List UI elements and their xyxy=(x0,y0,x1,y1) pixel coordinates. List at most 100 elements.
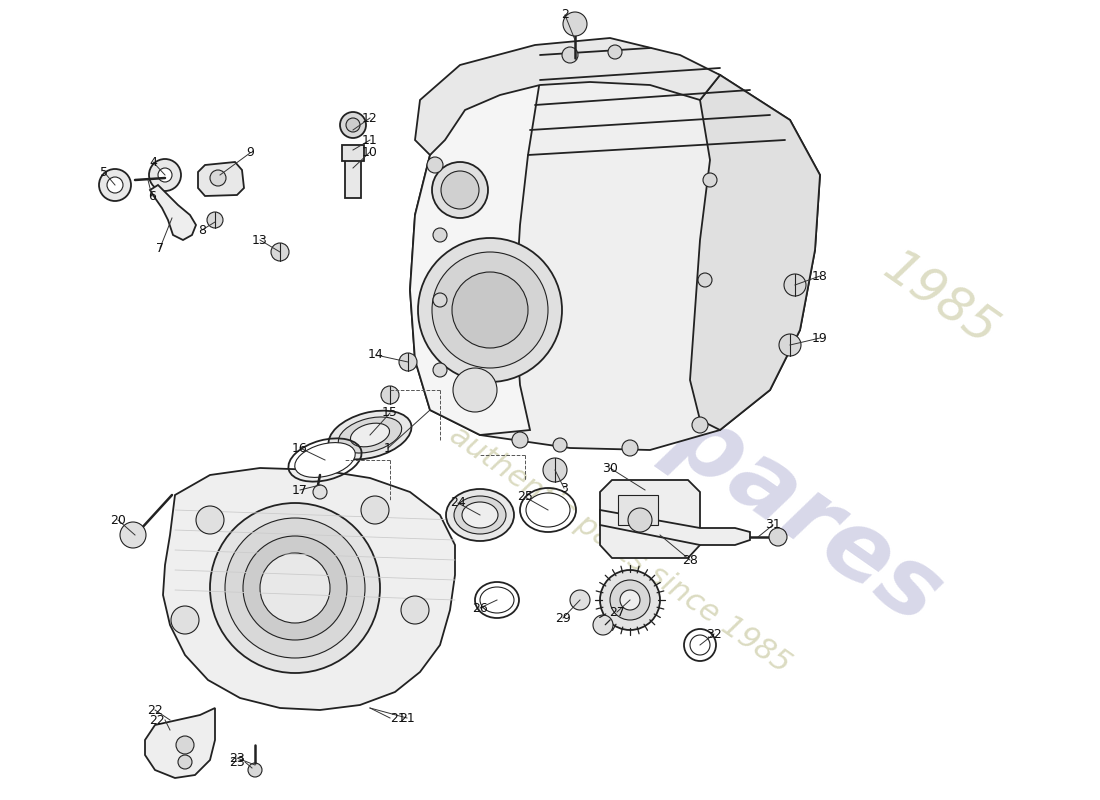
Text: 10: 10 xyxy=(362,146,378,158)
Text: 11: 11 xyxy=(362,134,378,146)
Ellipse shape xyxy=(526,493,570,527)
Text: 7: 7 xyxy=(156,242,164,254)
Polygon shape xyxy=(600,480,700,558)
Ellipse shape xyxy=(480,587,514,613)
Text: 30: 30 xyxy=(602,462,618,474)
Circle shape xyxy=(784,274,806,296)
Polygon shape xyxy=(163,468,455,710)
Circle shape xyxy=(543,458,566,482)
Polygon shape xyxy=(150,185,196,240)
Circle shape xyxy=(314,485,327,499)
Bar xyxy=(345,160,361,198)
Text: authentic parts since 1985: authentic parts since 1985 xyxy=(444,421,796,679)
Text: 13: 13 xyxy=(252,234,268,246)
Polygon shape xyxy=(690,75,820,430)
Text: 31: 31 xyxy=(766,518,781,531)
Circle shape xyxy=(690,635,710,655)
Circle shape xyxy=(148,159,182,191)
Text: 32: 32 xyxy=(706,627,722,641)
Polygon shape xyxy=(410,55,540,435)
Circle shape xyxy=(361,496,389,524)
Text: 1985: 1985 xyxy=(874,244,1006,356)
Circle shape xyxy=(196,506,224,534)
Text: 28: 28 xyxy=(682,554,697,566)
Text: 5: 5 xyxy=(100,166,108,178)
Circle shape xyxy=(570,590,590,610)
Circle shape xyxy=(769,528,786,546)
Polygon shape xyxy=(198,162,244,196)
Circle shape xyxy=(248,763,262,777)
Text: 24: 24 xyxy=(450,497,466,510)
Text: 2: 2 xyxy=(561,9,569,22)
Circle shape xyxy=(120,522,146,548)
Ellipse shape xyxy=(351,423,389,447)
Text: 21: 21 xyxy=(390,711,406,725)
Circle shape xyxy=(593,615,613,635)
Circle shape xyxy=(452,272,528,348)
Circle shape xyxy=(226,518,365,658)
Circle shape xyxy=(563,12,587,36)
Circle shape xyxy=(418,238,562,382)
Circle shape xyxy=(107,177,123,193)
Circle shape xyxy=(433,293,447,307)
Circle shape xyxy=(610,580,650,620)
Text: 29: 29 xyxy=(556,611,571,625)
Circle shape xyxy=(621,440,638,456)
Text: 14: 14 xyxy=(368,349,384,362)
Circle shape xyxy=(703,173,717,187)
Circle shape xyxy=(158,168,172,182)
Circle shape xyxy=(620,590,640,610)
Circle shape xyxy=(553,438,566,452)
Text: 15: 15 xyxy=(382,406,398,419)
Circle shape xyxy=(692,417,708,433)
Circle shape xyxy=(427,157,443,173)
Circle shape xyxy=(512,432,528,448)
Circle shape xyxy=(432,162,488,218)
Text: 23: 23 xyxy=(229,755,245,769)
Text: 12: 12 xyxy=(362,111,378,125)
Circle shape xyxy=(210,170,225,186)
Text: 27: 27 xyxy=(609,606,625,618)
Ellipse shape xyxy=(339,417,402,453)
Text: 19: 19 xyxy=(812,331,828,345)
Circle shape xyxy=(243,536,346,640)
Circle shape xyxy=(698,273,712,287)
Circle shape xyxy=(346,118,360,132)
Circle shape xyxy=(178,755,192,769)
Circle shape xyxy=(381,386,399,404)
Text: 20: 20 xyxy=(110,514,125,526)
Text: 16: 16 xyxy=(293,442,308,454)
Text: 26: 26 xyxy=(472,602,488,614)
Polygon shape xyxy=(600,510,750,545)
Circle shape xyxy=(271,243,289,261)
Ellipse shape xyxy=(462,502,498,528)
Circle shape xyxy=(170,606,199,634)
Text: eurospares: eurospares xyxy=(402,215,958,645)
Ellipse shape xyxy=(295,442,355,478)
Circle shape xyxy=(562,47,578,63)
Circle shape xyxy=(433,363,447,377)
Text: 22: 22 xyxy=(150,714,165,726)
Polygon shape xyxy=(145,708,214,778)
Text: 8: 8 xyxy=(198,223,206,237)
Circle shape xyxy=(399,353,417,371)
Text: 4: 4 xyxy=(150,155,157,169)
Polygon shape xyxy=(410,42,820,450)
Text: 23: 23 xyxy=(229,751,245,765)
Bar xyxy=(618,495,658,525)
Text: 6: 6 xyxy=(148,190,156,202)
Circle shape xyxy=(432,252,548,368)
Circle shape xyxy=(176,736,194,754)
Text: 22: 22 xyxy=(147,703,163,717)
Circle shape xyxy=(260,553,330,623)
Circle shape xyxy=(210,503,380,673)
Ellipse shape xyxy=(329,410,411,459)
Circle shape xyxy=(207,212,223,228)
Circle shape xyxy=(779,334,801,356)
Circle shape xyxy=(441,171,478,209)
Text: 17: 17 xyxy=(293,483,308,497)
Text: 1: 1 xyxy=(384,442,392,454)
Polygon shape xyxy=(415,38,720,155)
Circle shape xyxy=(453,368,497,412)
Text: 25: 25 xyxy=(517,490,532,503)
